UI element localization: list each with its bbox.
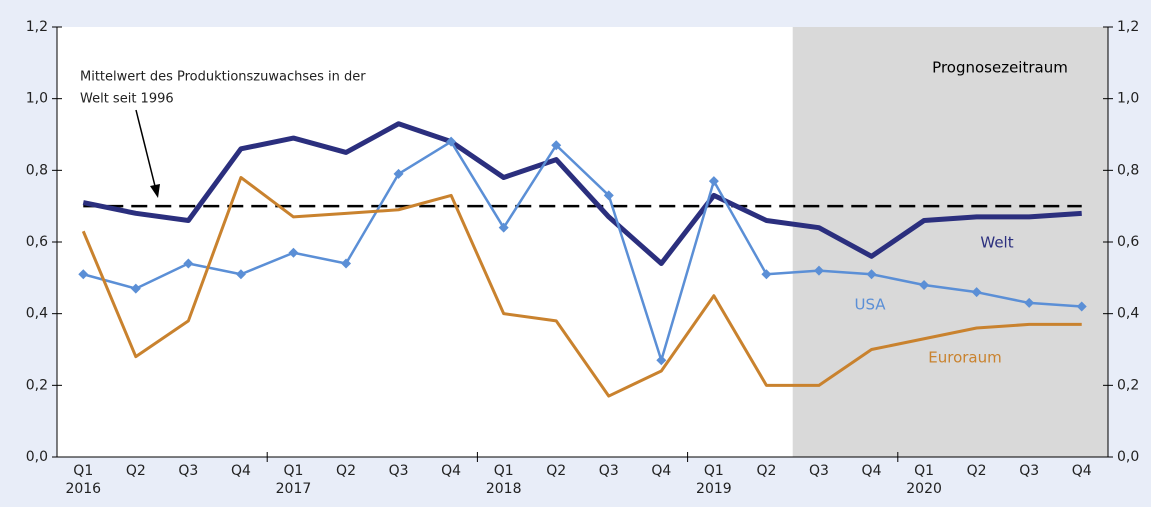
annotation-arrowhead bbox=[150, 184, 160, 198]
annotation: Mittelwert des Produktionszuwachses in d… bbox=[80, 70, 366, 85]
series-label: Euroraum bbox=[928, 349, 1001, 367]
series-marker bbox=[919, 280, 930, 290]
series-marker bbox=[78, 269, 89, 280]
x-tick-label: Q4 bbox=[1072, 463, 1092, 479]
annotation-arrow bbox=[135, 109, 157, 191]
y2-tick-label: 1,0 bbox=[1117, 91, 1139, 107]
series-line bbox=[82, 140, 1082, 362]
series-marker bbox=[1076, 301, 1087, 312]
series-marker bbox=[656, 355, 667, 366]
series-marker bbox=[446, 136, 457, 147]
x-tick-label: Q3 bbox=[389, 463, 409, 479]
x-tick-label: Q3 bbox=[1019, 463, 1039, 479]
x-tick-label: Q1 bbox=[284, 463, 304, 479]
x-tick-label: Q4 bbox=[441, 463, 461, 479]
y-tick-label: 0,2 bbox=[26, 377, 48, 393]
series-line bbox=[81, 176, 1082, 398]
series-marker bbox=[603, 190, 614, 201]
x-tick-label: Q3 bbox=[809, 463, 829, 479]
year-label: 2020 bbox=[906, 481, 942, 497]
series-marker bbox=[183, 258, 194, 269]
y-tick-label: 0,8 bbox=[26, 162, 48, 178]
x-tick-label: Q2 bbox=[126, 463, 146, 479]
series-marker bbox=[551, 140, 562, 151]
forecast-label: Prognosezeitraum bbox=[932, 59, 1068, 77]
series-line bbox=[82, 121, 1082, 266]
series-label: USA bbox=[854, 296, 886, 314]
series-marker bbox=[866, 269, 877, 280]
annotation: Welt seit 1996 bbox=[80, 92, 174, 107]
x-tick-label: Q1 bbox=[914, 463, 934, 479]
y-tick-label: 1,2 bbox=[26, 19, 48, 35]
y-tick-label: 1,0 bbox=[26, 91, 48, 107]
series-marker bbox=[813, 265, 824, 276]
y2-tick-label: 0,4 bbox=[1117, 306, 1139, 322]
series-marker bbox=[288, 247, 299, 258]
year-label: 2018 bbox=[486, 481, 522, 497]
x-tick-label: Q1 bbox=[704, 463, 724, 479]
x-tick-label: Q4 bbox=[231, 463, 251, 479]
y2-tick-label: 0,8 bbox=[1117, 162, 1139, 178]
y2-tick-label: 0,0 bbox=[1117, 449, 1139, 465]
year-label: 2019 bbox=[696, 481, 732, 497]
x-tick-label: Q2 bbox=[967, 463, 987, 479]
x-tick-label: Q3 bbox=[599, 463, 619, 479]
series-marker bbox=[761, 269, 772, 280]
y-tick-label: 0,4 bbox=[26, 306, 48, 322]
series-marker bbox=[708, 176, 719, 187]
y2-tick-label: 0,2 bbox=[1117, 377, 1139, 393]
x-tick-label: Q1 bbox=[73, 463, 93, 479]
series-label: Welt bbox=[980, 234, 1013, 252]
x-tick-label: Q2 bbox=[336, 463, 356, 479]
x-tick-label: Q4 bbox=[862, 463, 882, 479]
y2-tick-label: 0,6 bbox=[1117, 234, 1139, 250]
x-tick-label: Q1 bbox=[494, 463, 514, 479]
forecast-area bbox=[792, 27, 1108, 457]
y-tick-label: 0,0 bbox=[26, 449, 48, 465]
x-tick-label: Q2 bbox=[756, 463, 776, 479]
series-marker bbox=[971, 287, 982, 298]
x-tick-label: Q4 bbox=[651, 463, 671, 479]
series-marker bbox=[393, 168, 404, 179]
series-marker bbox=[235, 269, 246, 280]
series-marker bbox=[1024, 297, 1035, 308]
series-marker bbox=[341, 258, 352, 269]
x-tick-label: Q2 bbox=[546, 463, 566, 479]
y-tick-label: 0,6 bbox=[26, 234, 48, 250]
y2-tick-label: 1,2 bbox=[1117, 19, 1139, 35]
year-label: 2017 bbox=[276, 481, 312, 497]
year-label: 2016 bbox=[65, 481, 101, 497]
x-tick-label: Q3 bbox=[178, 463, 198, 479]
series-marker bbox=[130, 283, 141, 294]
series-marker bbox=[498, 222, 509, 233]
